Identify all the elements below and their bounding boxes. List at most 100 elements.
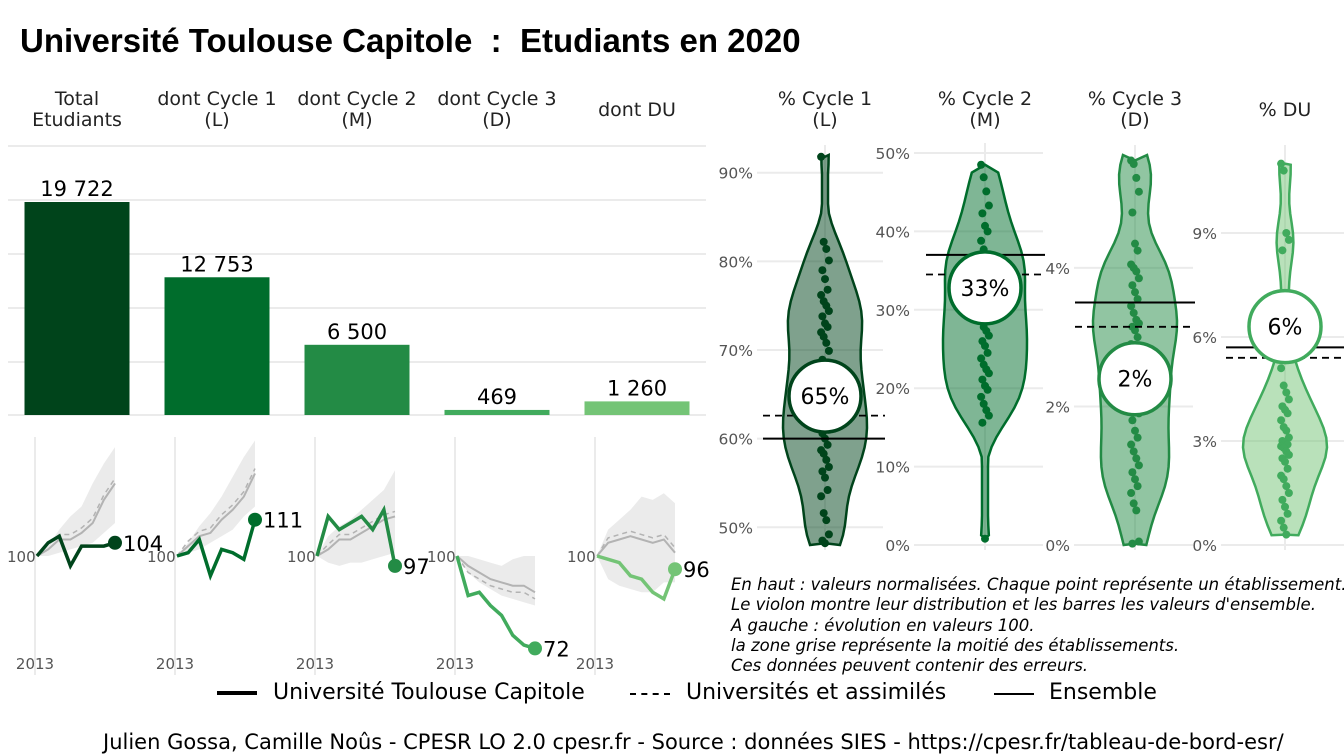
universites-line [456,555,536,600]
institution-point [1133,246,1142,255]
institution-point [821,275,829,284]
legend-key-solid [994,693,1034,695]
institution-point [1284,235,1293,244]
institution-point [818,312,827,321]
institution-point [984,411,993,420]
institution-point [1128,416,1137,425]
y-tick-label: 0% [1045,537,1070,555]
note-line: En haut : valeurs normalisées. Chaque po… [731,575,1344,594]
bar-chart: 19 722 12 753 6 500 469 1 260 [8,145,706,416]
evolution-panels: 1041002013111100201397100201372100201396… [7,437,710,675]
institution-point [1281,502,1289,511]
institution-point [1277,416,1286,425]
y-tick-label: 4% [1045,260,1070,278]
institution-point [1129,160,1138,169]
end-value-label: 104 [123,532,163,556]
institution-point [823,486,832,495]
bar [304,344,410,415]
institution-point [824,346,833,355]
reference-line [176,473,256,557]
end-value-label: 72 [543,637,570,661]
series-end-point [108,535,122,550]
institution-point [823,440,832,449]
chart-notes: En haut : valeurs normalisées. Chaque po… [731,575,1344,676]
value-label: 2% [1118,368,1153,393]
value-label: 6% [1268,316,1303,341]
half-range-band [37,447,115,556]
institution-point [821,473,829,482]
y-tick-label: 30% [876,302,910,320]
institution-point [1284,395,1293,404]
institution-point [1131,326,1139,335]
institution-point [1132,506,1141,515]
institution-point [984,369,993,378]
legend-label: Ensemble [1049,680,1157,705]
bar-value-label: 1 260 [607,376,667,400]
institution-point [1278,495,1287,504]
institution-point [1279,166,1288,175]
institution-point [822,516,831,525]
value-circle [1247,288,1323,365]
legend-label: Université Toulouse Capitole [273,680,585,705]
institution-point [818,467,827,476]
institution-point [1127,440,1136,449]
universites-line [316,510,396,557]
y-tick-label: 90% [719,165,753,183]
institution-point [819,332,828,341]
violin-header: % Cycle 2 (M) [938,88,1032,131]
reference-line [456,555,536,594]
series-end-point [528,641,542,656]
institution-point [977,392,986,401]
series-line [455,555,536,651]
end-value-label: 111 [263,509,303,533]
legend-key-solid-thick [217,691,257,695]
institution-point [822,244,831,253]
institution-point [1134,537,1143,546]
universites-line [176,468,256,557]
institution-point [823,322,832,331]
end-value-label: 96 [683,558,710,582]
y-tick-label: 50% [719,519,753,537]
column-header: dont Cycle 3 (D) [437,88,556,131]
legend-key-dashed [630,693,670,695]
institution-point [1128,468,1137,477]
institution-point [979,173,988,182]
baseline-label: 100 [287,548,316,566]
institution-point [1279,475,1288,484]
institution-point [981,534,989,543]
series-line [315,504,397,567]
institution-point [1127,302,1136,311]
bar [444,409,550,415]
violin-header: % Cycle 1 (L) [778,88,872,131]
institution-point [1132,173,1141,182]
institution-point [1131,475,1139,484]
institution-point [819,237,828,246]
bar-value-label: 12 753 [180,252,253,276]
institution-point [1277,364,1286,373]
institution-point [984,201,993,210]
violin-header: % Cycle 3 (D) [1088,88,1182,131]
half-range-band [597,493,675,593]
y-tick-label: 20% [876,380,910,398]
y-tick-label: 60% [719,431,753,449]
value-circle [947,250,1023,326]
institution-point [977,354,986,363]
bar [584,401,690,415]
institution-point [1283,409,1292,418]
value-label: 65% [801,385,850,410]
institution-point [823,285,832,294]
y-tick-label: 0% [1192,537,1217,555]
reference-line [596,535,676,557]
institution-point [1279,381,1288,390]
institution-point [819,509,828,518]
series-line [176,519,257,581]
institution-point [824,256,833,265]
x-tick-label: 2013 [156,655,194,673]
institution-point [817,291,826,300]
institution-point [1132,267,1141,276]
baseline-label: 100 [147,548,176,566]
institution-point [1282,229,1291,237]
institution-point [983,348,992,357]
note-line: Le violon montre leur distribution et le… [731,595,1316,615]
